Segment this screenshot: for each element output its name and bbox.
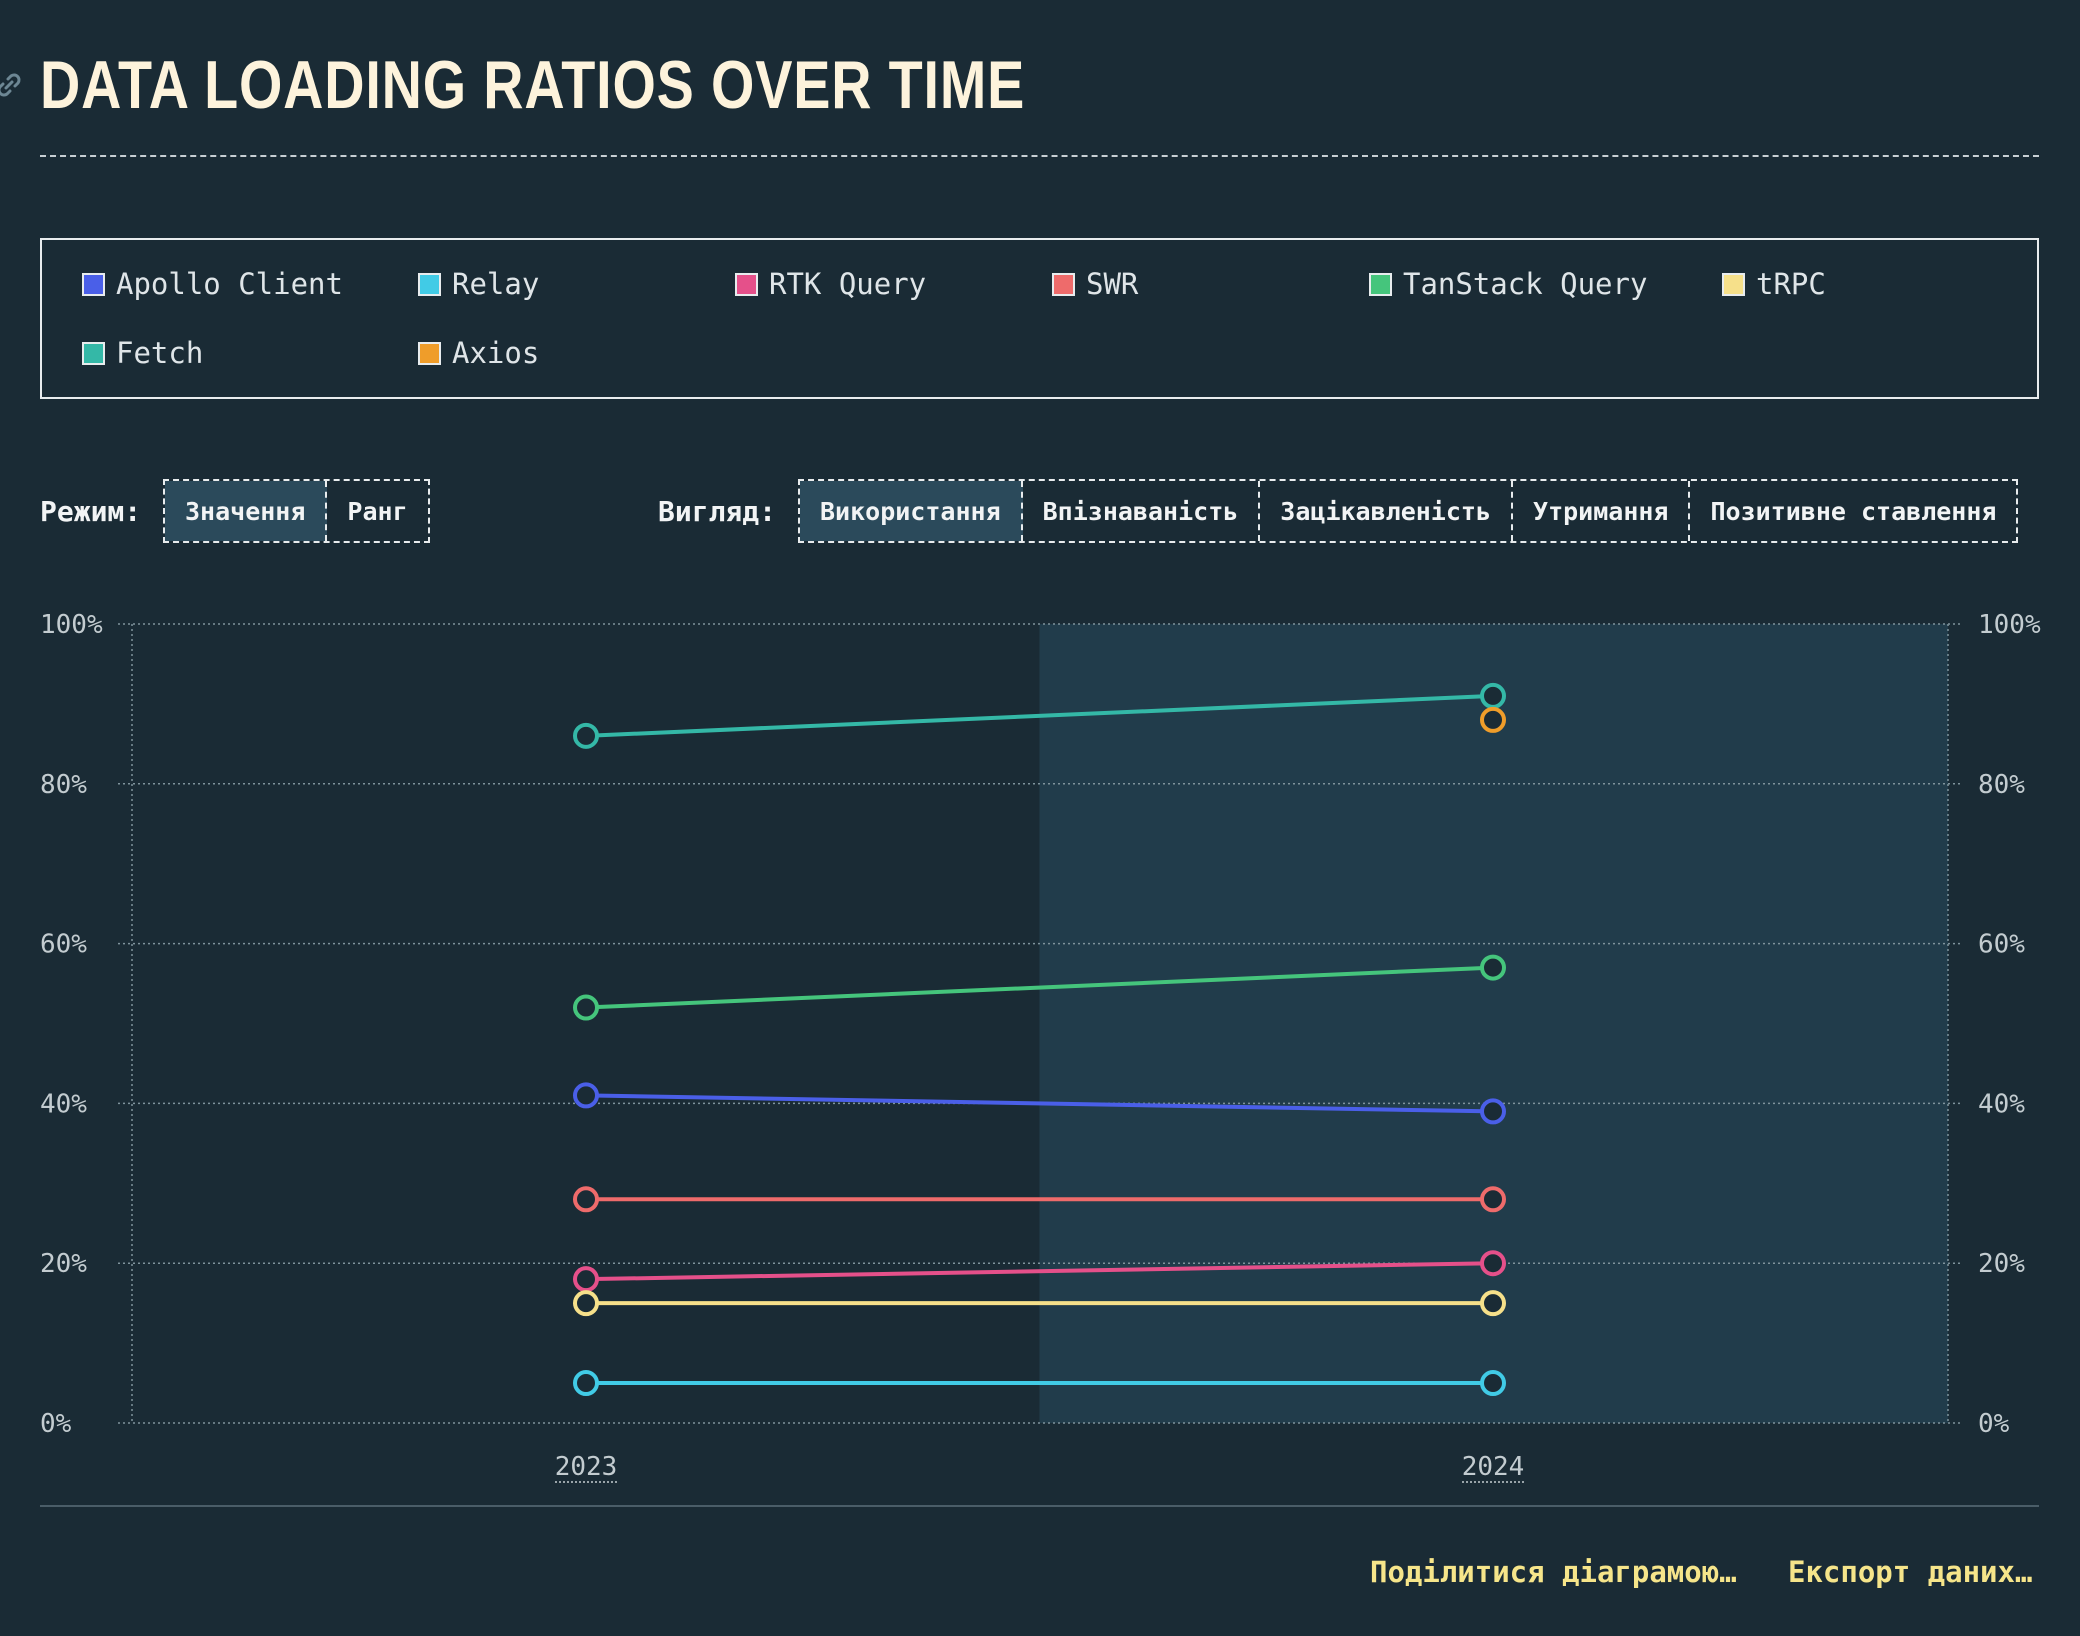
y-tick-label-left: 0%: [40, 1409, 72, 1439]
data-point-relay: [1480, 1370, 1506, 1397]
y-tick-label-right: 100%: [1978, 610, 2041, 640]
data-point-trpc: [1480, 1290, 1506, 1317]
legend-swatch: [1052, 272, 1075, 296]
legend: Apollo Client Relay RTK Query SWR TanSta…: [40, 238, 2039, 399]
link-icon[interactable]: [0, 70, 24, 100]
y-tick-label-left: 40%: [40, 1089, 87, 1119]
legend-swatch: [735, 272, 758, 296]
legend-swatch: [82, 341, 105, 365]
view-option-awareness[interactable]: Впізнаваність: [1023, 481, 1261, 541]
legend-swatch: [418, 272, 441, 296]
y-tick-label-left: 80%: [40, 770, 87, 800]
x-tick-label: 2024: [1462, 1452, 1525, 1482]
y-tick-label-left: 20%: [40, 1249, 87, 1279]
legend-item-relay[interactable]: Relay: [418, 266, 539, 302]
mode-option-values[interactable]: Значення: [165, 481, 328, 541]
y-tick-label-right: 40%: [1978, 1089, 2025, 1119]
data-point-swr: [573, 1186, 599, 1213]
legend-swatch: [82, 272, 105, 296]
legend-swatch: [1722, 272, 1745, 296]
y-tick-label-right: 20%: [1978, 1249, 2025, 1279]
legend-label: SWR: [1086, 267, 1139, 301]
legend-item-fetch[interactable]: Fetch: [82, 335, 203, 371]
data-point-tanstack-query: [573, 994, 599, 1021]
legend-label: RTK Query: [769, 267, 927, 301]
y-tick-label-right: 80%: [1978, 770, 2025, 800]
view-option-usage[interactable]: Використання: [800, 481, 1023, 541]
page-title: DATA LOADING RATIOS OVER TIME: [40, 47, 1026, 123]
legend-label: Relay: [452, 267, 540, 301]
series-line-fetch: [585, 693, 1494, 738]
legend-swatch: [418, 341, 441, 365]
data-point-apollo-client: [573, 1082, 599, 1109]
legend-label: TanStack Query: [1403, 267, 1648, 301]
legend-label: Apollo Client: [116, 267, 343, 301]
view-label: Вигляд:: [658, 495, 777, 528]
data-point-trpc: [573, 1290, 599, 1317]
series-line-apollo-client: [585, 1093, 1494, 1114]
bottom-divider: [40, 1505, 2039, 1507]
legend-item-swr[interactable]: SWR: [1052, 266, 1138, 302]
legend-item-tanstack-query[interactable]: TanStack Query: [1369, 266, 1647, 302]
legend-label: Axios: [452, 336, 540, 370]
data-point-rtk-query: [573, 1266, 599, 1293]
y-tick-label-left: 60%: [40, 930, 87, 960]
data-point-fetch: [1480, 682, 1506, 709]
export-data-button[interactable]: Експорт даних…: [1788, 1555, 2033, 1589]
legend-label: Fetch: [116, 336, 204, 370]
mode-toggle: Значення Ранг: [163, 479, 430, 543]
share-chart-button[interactable]: Поділитися діаграмою…: [1370, 1555, 1737, 1589]
highlight-band: [1039, 624, 1948, 1423]
data-point-fetch: [573, 722, 599, 749]
view-option-positivity[interactable]: Позитивне ставлення: [1710, 496, 1997, 526]
data-point-apollo-client: [1480, 1098, 1506, 1125]
mode-label: Режим:: [40, 495, 142, 528]
legend-item-axios[interactable]: Axios: [418, 335, 539, 371]
view-option-interest[interactable]: Зацікавленість: [1260, 481, 1514, 541]
legend-item-trpc[interactable]: tRPC: [1722, 266, 1826, 302]
data-point-rtk-query: [1480, 1250, 1506, 1277]
view-toggle: Використання Впізнаваність Зацікавленіст…: [798, 479, 2019, 543]
legend-swatch: [1369, 272, 1392, 296]
mode-option-rank[interactable]: Ранг: [347, 496, 408, 526]
view-option-retention[interactable]: Утримання: [1513, 481, 1691, 541]
y-tick-label-right: 0%: [1978, 1409, 2010, 1439]
x-tick-label: 2023: [555, 1452, 618, 1482]
line-chart: 0% 0% 20% 20% 40% 40% 60% 60% 80% 80% 100% 100% 2023…: [40, 610, 2041, 1483]
series-line-rtk-query: [585, 1261, 1494, 1282]
data-point-axios: [1480, 706, 1506, 733]
title-divider: [40, 155, 2039, 157]
legend-item-rtk-query[interactable]: RTK Query: [735, 266, 926, 302]
y-tick-label-left: 100%: [40, 610, 103, 640]
data-point-tanstack-query: [1480, 954, 1506, 981]
y-tick-label-right: 60%: [1978, 930, 2025, 960]
series-line-tanstack-query: [585, 965, 1494, 1010]
data-point-swr: [1480, 1186, 1506, 1213]
legend-item-apollo-client[interactable]: Apollo Client: [82, 266, 343, 302]
legend-label: tRPC: [1756, 267, 1826, 301]
data-point-relay: [573, 1370, 599, 1397]
